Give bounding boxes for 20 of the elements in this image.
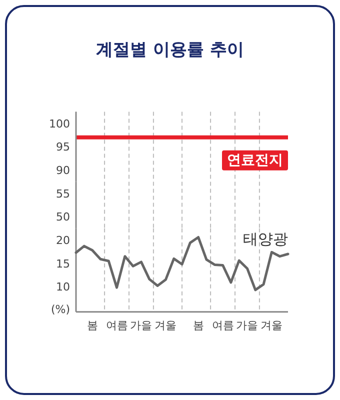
x-tick-label: 가을 [236,318,258,332]
y-tick-label: 10 [56,280,70,294]
y-tick-label: 95 [56,140,70,154]
y-axis-title: (%) [50,302,70,316]
chart-title: 계절별 이용률 추이 [96,40,244,60]
x-tick-label: 가을 [130,318,152,332]
x-tick-label: 겨울 [154,318,177,332]
y-tick-label: 55 [56,187,70,200]
x-tick-label: 봄 [86,318,98,332]
x-tick-label: 여름 [212,318,234,332]
x-tick-label: 겨울 [260,318,283,332]
x-tick-label: 봄 [192,318,204,332]
y-tick-label: 100 [49,117,70,130]
y-tick-label: 15 [56,257,70,270]
x-tick-label: 여름 [106,318,128,332]
series-label: 태양광 [243,230,288,248]
y-tick-label: 20 [56,234,70,248]
ref-line-label: 연료전지 [227,152,283,168]
y-tick-label: 50 [56,210,70,224]
y-tick-label: 90 [56,164,70,178]
